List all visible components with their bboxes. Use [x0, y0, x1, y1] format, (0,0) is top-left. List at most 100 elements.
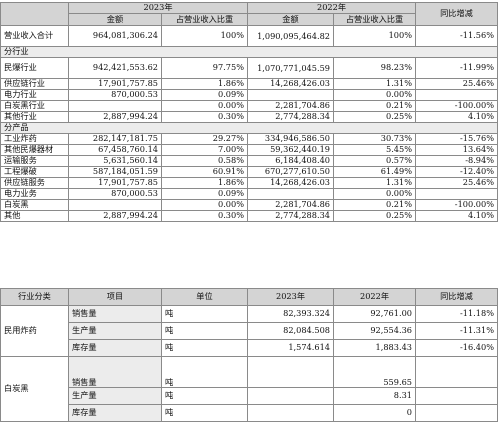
amount-2022	[247, 188, 334, 200]
table-row: 运输服务 5,631,560.14 0.58% 6,184,408.40 0.57% -8…	[0, 155, 498, 167]
yoy-change: 13.64%	[415, 144, 498, 156]
item-cell: 销售量	[68, 356, 162, 388]
total-p23: 100%	[161, 25, 248, 47]
row-label: 电力业务	[0, 188, 69, 200]
amount-2023: 2,887,994.24	[68, 210, 162, 222]
yoy-change: -8.94%	[415, 155, 498, 167]
amount-2022: 334,946,586.50	[247, 133, 334, 145]
unit-cell: 吨	[161, 404, 248, 422]
value-2022: 559.65	[333, 356, 416, 388]
amount-2023: 282,147,181.75	[68, 133, 162, 145]
industry-rows: 民爆行业 942,421,553.62 97.75% 1,070,771,045.59…	[0, 57, 498, 123]
share-2022: 0.25%	[333, 210, 416, 222]
amount-2023	[68, 100, 162, 112]
row-label: 其他行业	[0, 111, 69, 123]
yoy-change	[415, 404, 498, 422]
header-share-2023: 占营业收入比重	[161, 13, 248, 26]
table-row: 供应链行业 17,901,757.85 1.86% 14,268,426.03 1.31…	[0, 78, 498, 90]
share-2023: 0.00%	[161, 199, 248, 211]
amount-2023: 2,887,994.24	[68, 111, 162, 123]
value-2022: 92,761.00	[333, 305, 416, 323]
total-row: 营业收入合计 964,081,306.24 100% 1,090,095,464…	[0, 25, 498, 47]
item-cell: 销售量	[68, 305, 162, 323]
value-2022: 1,883.43	[333, 339, 416, 357]
value-2022: 0	[333, 404, 416, 422]
amount-2022: 2,281,704.86	[247, 199, 334, 211]
table-row: 白炭黑 0.00% 2,281,704.86 0.21% -100.00%	[0, 199, 498, 211]
share-2023: 1.86%	[161, 78, 248, 90]
share-2023: 29.27%	[161, 133, 248, 145]
item-cell: 库存量	[68, 339, 162, 357]
unit-cell: 吨	[161, 305, 248, 323]
amount-2022: 6,184,408.40	[247, 155, 334, 167]
amount-2022: 14,268,426.03	[247, 177, 334, 189]
table-row: 工业炸药 282,147,181.75 29.27% 334,946,586.50 30…	[0, 133, 498, 145]
table-row: 民爆行业 942,421,553.62 97.75% 1,070,771,045.59…	[0, 57, 498, 79]
header-2023: 2023年	[68, 2, 248, 14]
table-row: 民用炸药 销售量吨 82,393.324 92,761.00 -11.18%	[0, 305, 498, 357]
unit-cell: 吨	[161, 356, 248, 388]
yoy-change: 4.10%	[415, 210, 498, 222]
table-row: 其他民爆器材 67,458,760.14 7.00% 59,362,440.19 5.4…	[0, 144, 498, 156]
yoy-change	[415, 188, 498, 200]
yoy-change: -15.76%	[415, 133, 498, 145]
share-2022: 1.31%	[333, 78, 416, 90]
total-p22: 100%	[333, 25, 416, 47]
item-cell: 生产量	[68, 322, 162, 340]
value-2023: 82,084.508	[247, 322, 334, 340]
row-label: 供应链服务	[0, 177, 69, 189]
table-row: 电力行业 870,000.53 0.09% 0.00%	[0, 89, 498, 101]
row-label: 其他	[0, 210, 69, 222]
value-2023: 82,393.324	[247, 305, 334, 323]
yoy-change	[415, 356, 498, 388]
vol-header-yoy: 同比增减	[415, 288, 498, 306]
amount-2023: 17,901,757.85	[68, 78, 162, 90]
total-a22: 1,090,095,464.82	[247, 25, 334, 47]
volume-rows: 民用炸药 销售量吨 82,393.324 92,761.00 -11.18% 生产量吨 82…	[0, 305, 498, 422]
revenue-table: 2023年 2022年 同比增减 金额 占营业收入比重 金额 占营业收入比重 营…	[0, 2, 498, 222]
share-2023: 0.09%	[161, 188, 248, 200]
vol-header-2022: 2022年	[333, 288, 416, 306]
share-2022: 61.49%	[333, 166, 416, 178]
table-row: 工程爆破 587,184,051.59 60.91% 670,277,610.50 61…	[0, 166, 498, 178]
amount-2022: 14,268,426.03	[247, 78, 334, 90]
share-2022: 5.45%	[333, 144, 416, 156]
table-row: 其他行业 2,887,994.24 0.30% 2,774,288.34 0.25% 4.…	[0, 111, 498, 123]
vol-header-unit: 单位	[161, 288, 248, 306]
share-2022: 0.57%	[333, 155, 416, 167]
value-2023	[247, 356, 334, 388]
row-label: 电力行业	[0, 89, 69, 101]
share-2022: 0.25%	[333, 111, 416, 123]
yoy-change: 25.46%	[415, 78, 498, 90]
total-yoy: -11.56%	[415, 25, 498, 47]
table-row: 白炭黑行业 0.00% 2,281,704.86 0.21% -100.00%	[0, 100, 498, 112]
amount-2022	[247, 89, 334, 101]
header-2022: 2022年	[247, 2, 416, 14]
share-2022: 1.31%	[333, 177, 416, 189]
table-row: 库存量吨 0	[1, 404, 498, 422]
category-cell: 民用炸药	[0, 305, 69, 357]
amount-2022: 2,774,288.34	[247, 111, 334, 123]
share-2022: 98.23%	[333, 57, 416, 79]
table-row: 供应链服务 17,901,757.85 1.86% 14,268,426.03 1.31…	[0, 177, 498, 189]
revenue-table-body: 2023年 2022年 同比增减 金额 占营业收入比重 金额 占营业收入比重 营…	[0, 2, 498, 58]
amount-2022: 1,070,771,045.59	[247, 57, 334, 79]
product-section-title: 分产品	[0, 122, 498, 134]
value-2023: 1,574.614	[247, 339, 334, 357]
share-2023: 0.58%	[161, 155, 248, 167]
row-label: 白炭黑	[0, 199, 69, 211]
row-label: 供应链行业	[0, 78, 69, 90]
table-row: 生产量吨 8.31	[1, 387, 498, 405]
table-row: 库存量吨 1,574.614 1,883.43 -16.40%	[1, 339, 498, 357]
amount-2023	[68, 199, 162, 211]
table-row: 生产量吨 82,084.508 92,554.36 -11.31%	[1, 322, 498, 340]
total-a23: 964,081,306.24	[68, 25, 162, 47]
value-2022: 8.31	[333, 387, 416, 405]
vol-header-2023: 2023年	[247, 288, 334, 306]
row-label: 工业炸药	[0, 133, 69, 145]
item-cell: 库存量	[68, 404, 162, 422]
unit-cell: 吨	[161, 339, 248, 357]
amount-2023: 5,631,560.14	[68, 155, 162, 167]
amount-2023: 870,000.53	[68, 188, 162, 200]
unit-cell: 吨	[161, 387, 248, 405]
